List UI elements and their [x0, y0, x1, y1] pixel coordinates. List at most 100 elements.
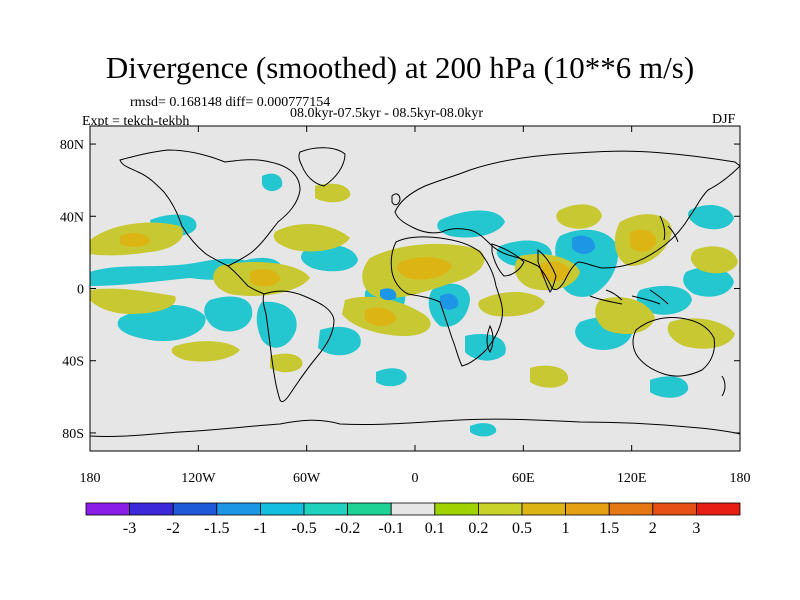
- map-area: [89, 125, 741, 452]
- arabia-coastline: [491, 243, 525, 277]
- colorbar-swatch: [172, 502, 218, 516]
- colorbar-swatch: [303, 502, 348, 516]
- positive-divergence-patch: [273, 224, 350, 252]
- lat-tick-label: 80S: [62, 427, 84, 442]
- colorbar-swatch: [129, 502, 174, 516]
- lon-tick-label: 180: [80, 471, 101, 486]
- colorbar-swatch: [216, 502, 261, 516]
- strong-positive-divergence-patch: [540, 261, 570, 282]
- positive-divergence-patch: [530, 365, 569, 388]
- indonesia-coastline: [589, 289, 669, 305]
- negative-divergence-patch: [465, 334, 506, 361]
- africa-coastline: [390, 236, 503, 367]
- new-zealand-coastline: [721, 375, 726, 397]
- colorbar-swatch: [259, 502, 305, 516]
- strong-positive-divergence-patch: [365, 307, 396, 326]
- india-coastline: [537, 248, 557, 293]
- colorbar-label: -1: [254, 520, 267, 537]
- lat-tick-label: 80N: [60, 138, 84, 153]
- strong-positive-divergence-patch: [630, 229, 657, 252]
- negative-divergence-patch: [650, 376, 689, 398]
- colorbar-label: 1.5: [599, 520, 619, 537]
- colorbar-swatch: [608, 502, 654, 516]
- colorbar-label: -2: [167, 520, 180, 537]
- eurasia-coastline: [394, 150, 740, 291]
- colorbar-label: 0.5: [512, 520, 532, 537]
- lon-tick-label: 60E: [512, 471, 535, 486]
- coastlines: [90, 147, 740, 438]
- divergence-fields: [90, 173, 738, 437]
- colorbar-swatch: [477, 502, 523, 516]
- colorbar-label: -3: [123, 520, 136, 537]
- negative-divergence-patch: [683, 267, 734, 297]
- uk-coastline: [391, 193, 401, 206]
- greenland-coastline: [298, 147, 346, 187]
- lon-tick-label: 180: [730, 471, 751, 486]
- positive-divergence-patch: [315, 183, 351, 203]
- colorbar-label: 0.1: [425, 520, 445, 537]
- colorbar-swatch: [652, 502, 697, 516]
- negative-divergence-patch: [437, 210, 505, 238]
- australia-coastline: [632, 317, 715, 377]
- antarctica-coastline: [90, 418, 740, 438]
- colorbar-swatch: [390, 502, 436, 516]
- colorbar-label: 3: [692, 520, 700, 537]
- positive-divergence-patch: [556, 204, 602, 229]
- strong-positive-divergence-patch: [397, 257, 452, 280]
- colorbar-label: 1: [562, 520, 570, 537]
- negative-divergence-patch: [256, 301, 297, 348]
- positive-divergence-patch: [690, 246, 738, 274]
- colorbar-label: 2: [649, 520, 657, 537]
- lon-tick-label: 60W: [293, 471, 321, 486]
- map-title: Divergence (smoothed) at 200 hPa (10**6 …: [105, 50, 695, 85]
- strong-positive-divergence-patch: [250, 269, 280, 287]
- central-america-coastline: [227, 265, 265, 295]
- negative-divergence-patch: [318, 326, 361, 356]
- positive-divergence-patch: [171, 341, 240, 362]
- negative-divergence-patch: [470, 423, 497, 437]
- strong-negative-divergence-patch: [440, 293, 459, 310]
- season-label: DJF: [712, 112, 736, 127]
- colorbar-swatch: [696, 502, 741, 516]
- madagascar-coastline: [486, 324, 494, 353]
- colorbar-labels: -3 -2 -1.5 -1 -0.5 -0.2 -0.1 0.1 0.2 0.5 1 1.5 2 3: [123, 520, 700, 537]
- colorbar-swatch: [85, 502, 130, 516]
- period-text: 08.0kyr-07.5kyr - 08.5kyr-08.0kyr: [290, 106, 484, 121]
- positive-divergence-patch: [667, 318, 735, 349]
- lon-tick-label: 120E: [617, 471, 647, 486]
- colorbar: [85, 502, 741, 516]
- colorbar-label: 0.2: [468, 520, 488, 537]
- negative-divergence-patch: [376, 368, 407, 387]
- negative-divergence-patch: [300, 245, 358, 272]
- lon-tick-label: 0: [412, 471, 419, 486]
- latitude-labels: 80N 40N 0 40S 80S: [60, 138, 84, 442]
- lat-tick-label: 40S: [62, 355, 84, 370]
- negative-divergence-patch: [117, 304, 206, 342]
- north-america-coastline: [119, 149, 301, 267]
- south-america-coastline: [262, 290, 335, 403]
- colorbar-label: -1.5: [204, 520, 229, 537]
- colorbar-swatch: [565, 502, 610, 516]
- colorbar-swatch: [347, 502, 392, 516]
- negative-divergence-patch: [688, 204, 734, 230]
- colorbar-label: -0.2: [335, 520, 360, 537]
- japan-coastline: [659, 215, 679, 243]
- positive-divergence-patch: [478, 291, 545, 317]
- positive-divergence-patch: [595, 297, 655, 334]
- strong-negative-divergence-patch: [380, 288, 397, 301]
- lon-tick-label: 120W: [181, 471, 216, 486]
- lat-tick-label: 0: [77, 283, 84, 298]
- colorbar-label: -0.1: [379, 520, 404, 537]
- negative-divergence-patch: [262, 173, 283, 192]
- positive-divergence-patch: [90, 288, 176, 314]
- negative-divergence-patch: [204, 296, 253, 332]
- strong-negative-divergence-patch: [572, 235, 596, 254]
- longitude-labels: 180 120W 60W 0 60E 120E 180: [80, 471, 751, 486]
- lat-tick-label: 40N: [60, 210, 84, 225]
- strong-positive-divergence-patch: [120, 233, 150, 247]
- stats-text: rmsd= 0.168148 diff= 0.000777154: [130, 95, 331, 110]
- colorbar-swatch: [521, 502, 566, 516]
- positive-divergence-patch: [270, 353, 303, 373]
- map-ticks: [89, 126, 741, 451]
